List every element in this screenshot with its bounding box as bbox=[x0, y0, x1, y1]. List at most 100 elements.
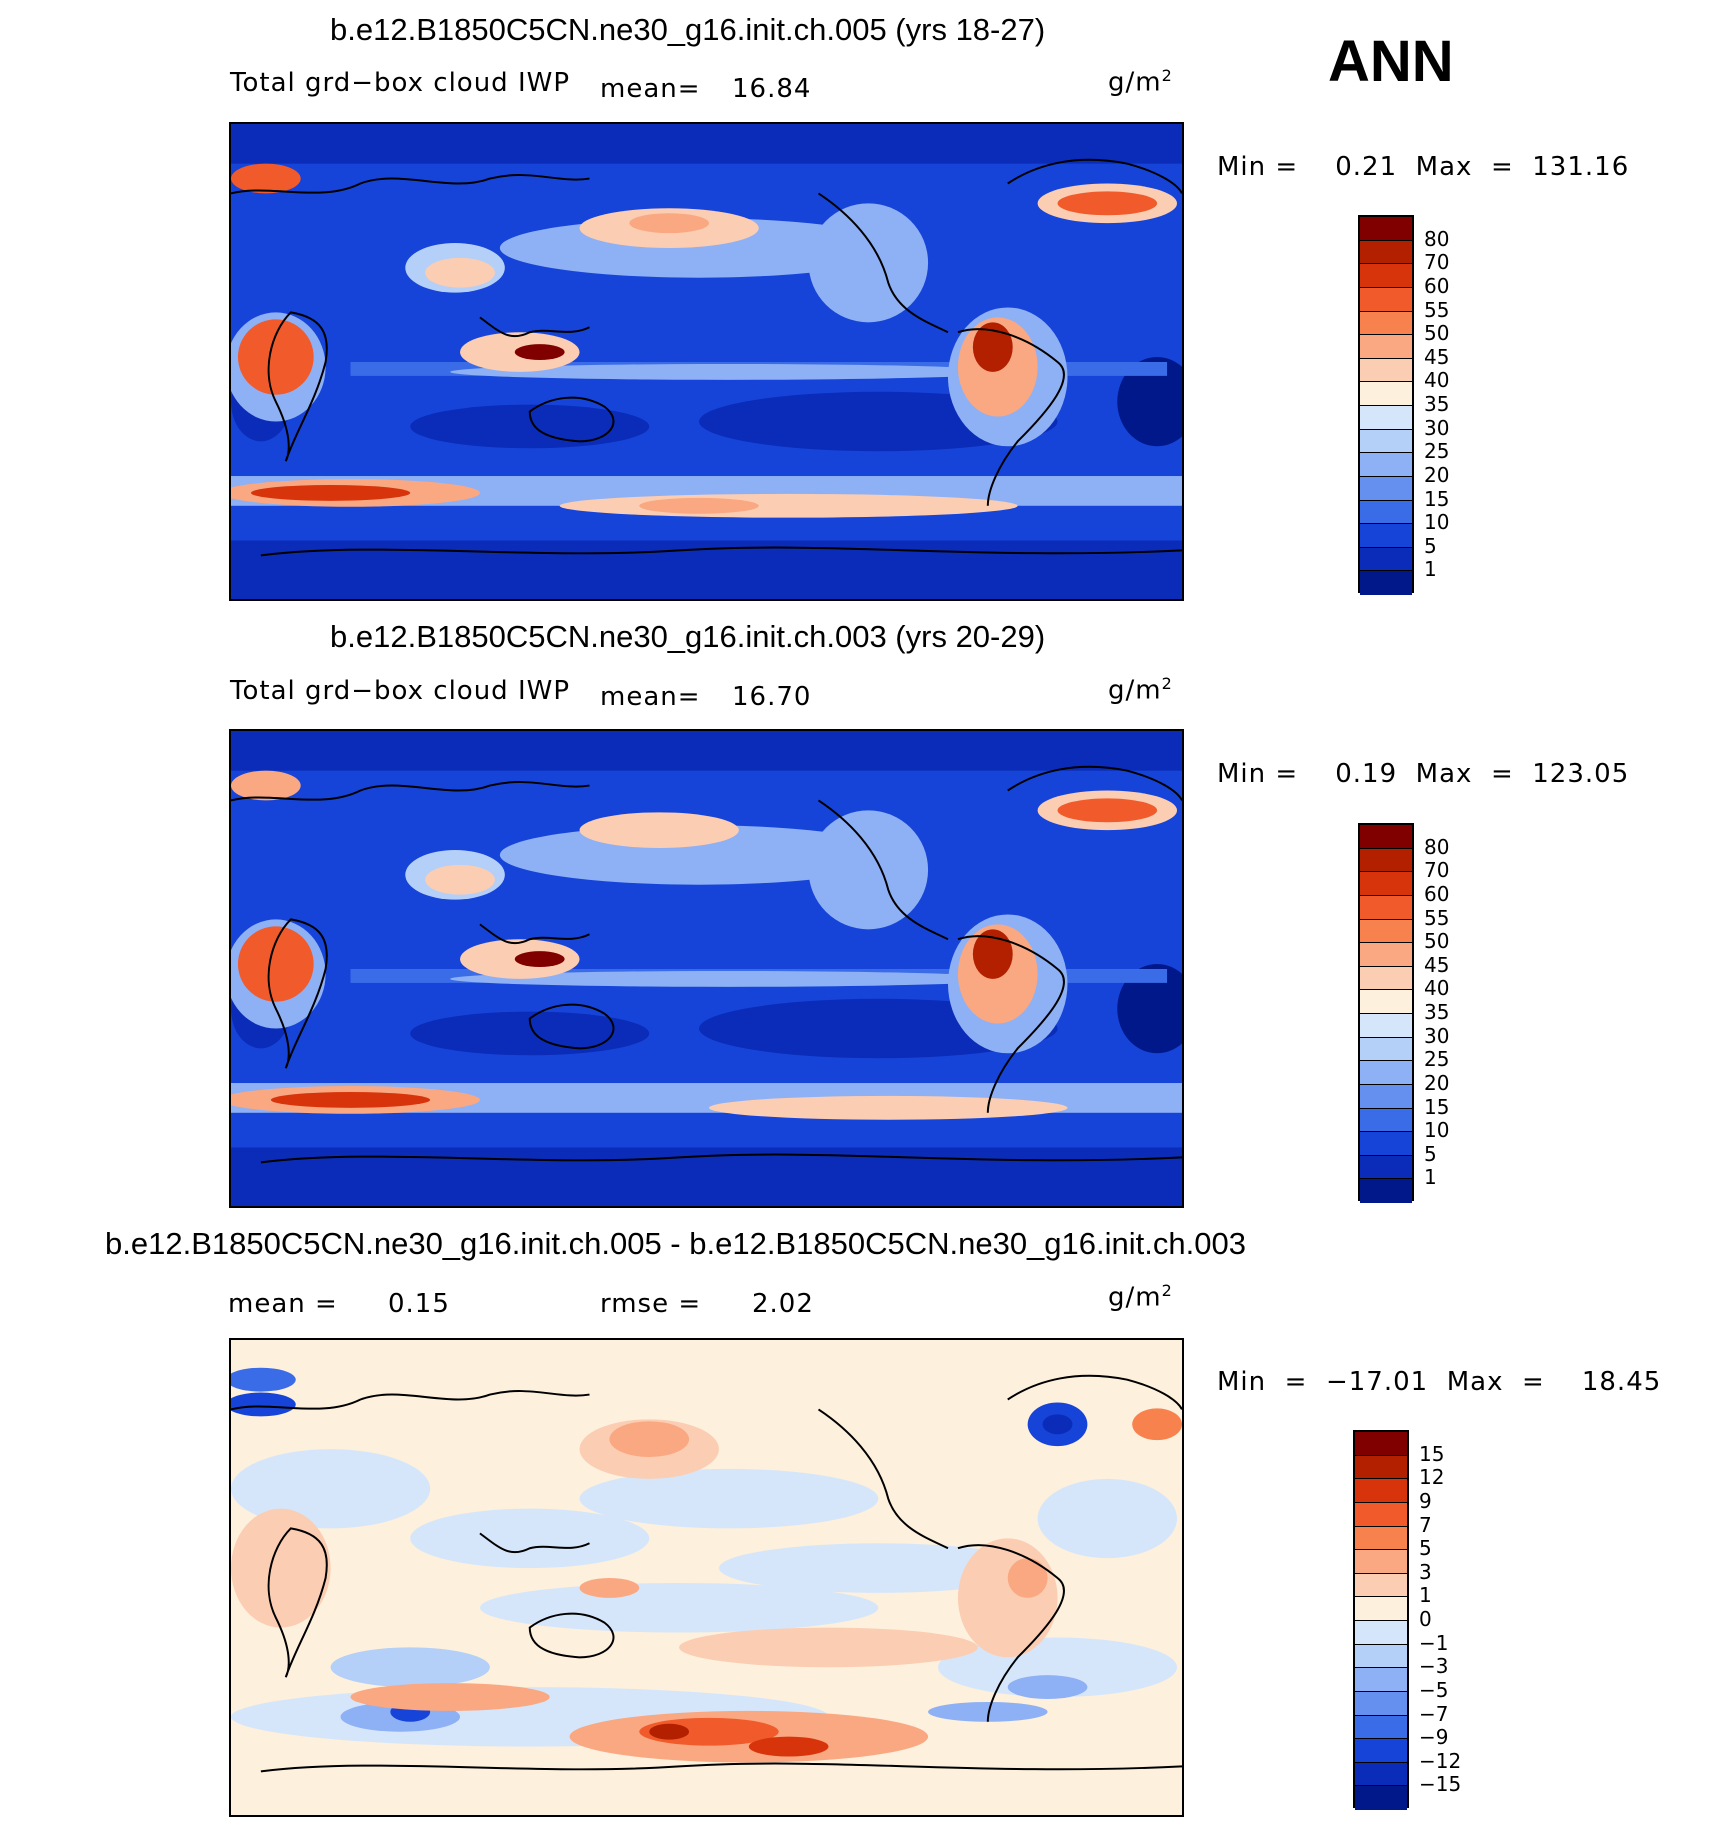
panel1-title: b.e12.B1850C5CN.ne30_g16.init.ch.005 (yr… bbox=[330, 12, 1046, 47]
colorbar-swatch bbox=[1360, 453, 1412, 477]
colorbar-swatch bbox=[1355, 1715, 1407, 1740]
colorbar-label: 10 bbox=[1424, 510, 1450, 535]
panel3-mean-text: mean = bbox=[228, 1289, 338, 1319]
colorbar-label: 9 bbox=[1419, 1488, 1432, 1513]
colorbar-swatch bbox=[1355, 1550, 1407, 1574]
colorbar-label: 50 bbox=[1424, 321, 1450, 346]
panel3-mean-value: 0.15 bbox=[388, 1289, 450, 1319]
panel1-mean-value: 16.84 bbox=[732, 74, 812, 104]
colorbar-swatch bbox=[1355, 1644, 1407, 1669]
colorbar-label: −1 bbox=[1419, 1630, 1449, 1655]
panel1-minmax: Min = 0.21 Max = 131.16 bbox=[1217, 152, 1630, 182]
colorbar-swatch bbox=[1360, 848, 1412, 873]
colorbar-swatch bbox=[1355, 1573, 1407, 1598]
colorbar-swatch bbox=[1360, 1132, 1412, 1156]
panel1-colorbar bbox=[1358, 215, 1414, 595]
colorbar-label: 1 bbox=[1419, 1583, 1432, 1608]
colorbar-label: −12 bbox=[1419, 1748, 1462, 1773]
colorbar-label: 12 bbox=[1419, 1465, 1445, 1490]
colorbar-label: 30 bbox=[1424, 415, 1450, 440]
colorbar-label: 25 bbox=[1424, 439, 1450, 464]
colorbar-swatch bbox=[1360, 1155, 1412, 1180]
colorbar-swatch bbox=[1360, 1037, 1412, 1062]
colorbar-swatch bbox=[1360, 406, 1412, 430]
colorbar-label: 40 bbox=[1424, 368, 1450, 393]
colorbar-swatch bbox=[1360, 895, 1412, 920]
colorbar-label: 15 bbox=[1424, 486, 1450, 511]
colorbar-swatch bbox=[1360, 335, 1412, 359]
colorbar-label: 45 bbox=[1424, 952, 1450, 977]
colorbar-swatch bbox=[1360, 1179, 1412, 1203]
panel2-title: b.e12.B1850C5CN.ne30_g16.init.ch.003 (yr… bbox=[330, 619, 1046, 654]
colorbar-label: 60 bbox=[1424, 881, 1450, 906]
colorbar-swatch bbox=[1360, 240, 1412, 265]
colorbar-swatch bbox=[1355, 1502, 1407, 1527]
colorbar-label: 7 bbox=[1419, 1512, 1432, 1537]
colorbar-swatch bbox=[1355, 1432, 1407, 1456]
colorbar-swatch bbox=[1360, 524, 1412, 548]
colorbar-swatch bbox=[1360, 547, 1412, 572]
colorbar-label: 70 bbox=[1424, 250, 1450, 275]
season-label: ANN bbox=[1328, 29, 1454, 94]
colorbar-label: 80 bbox=[1424, 226, 1450, 251]
colorbar-swatch bbox=[1360, 1084, 1412, 1109]
colorbar-label: 15 bbox=[1424, 1094, 1450, 1119]
colorbar-swatch bbox=[1360, 358, 1412, 383]
colorbar-swatch bbox=[1360, 919, 1412, 944]
colorbar-swatch bbox=[1360, 287, 1412, 312]
panel1-mean-text: mean= bbox=[600, 74, 701, 104]
colorbar-label: 1 bbox=[1424, 1165, 1437, 1190]
colorbar-swatch bbox=[1360, 476, 1412, 501]
colorbar-label: 50 bbox=[1424, 929, 1450, 954]
colorbar-label: 5 bbox=[1424, 533, 1437, 558]
colorbar-swatch bbox=[1355, 1479, 1407, 1503]
colorbar-swatch bbox=[1355, 1621, 1407, 1645]
colorbar-swatch bbox=[1360, 311, 1412, 336]
colorbar-swatch bbox=[1355, 1668, 1407, 1692]
panel3-minmax: Min = −17.01 Max = 18.45 bbox=[1217, 1367, 1662, 1397]
colorbar-label: 55 bbox=[1424, 297, 1450, 322]
colorbar-swatch bbox=[1360, 429, 1412, 454]
colorbar-label: 35 bbox=[1424, 392, 1450, 416]
colorbar-label: 20 bbox=[1424, 462, 1450, 487]
panel3-title: b.e12.B1850C5CN.ne30_g16.init.ch.005 - b… bbox=[105, 1226, 1246, 1261]
colorbar-label: 5 bbox=[1419, 1536, 1432, 1561]
colorbar-swatch bbox=[1360, 500, 1412, 525]
colorbar-label: 3 bbox=[1419, 1559, 1432, 1584]
panel3-units: g/m2 bbox=[1108, 1281, 1173, 1313]
panel3-colorbar bbox=[1353, 1430, 1409, 1810]
colorbar-swatch bbox=[1355, 1526, 1407, 1551]
colorbar-label: 40 bbox=[1424, 976, 1450, 1001]
panel2-minmax: Min = 0.19 Max = 123.05 bbox=[1217, 759, 1630, 789]
colorbar-label: 45 bbox=[1424, 344, 1450, 369]
colorbar-label: 80 bbox=[1424, 834, 1450, 859]
colorbar-swatch bbox=[1360, 1108, 1412, 1133]
colorbar-label: 15 bbox=[1419, 1441, 1445, 1466]
panel3-map bbox=[229, 1338, 1184, 1817]
panel2-mean-text: mean= bbox=[600, 682, 701, 712]
panel2-units: g/m2 bbox=[1108, 674, 1173, 706]
colorbar-label: −3 bbox=[1419, 1654, 1449, 1679]
colorbar-label: −7 bbox=[1419, 1701, 1449, 1726]
colorbar-swatch bbox=[1355, 1762, 1407, 1787]
panel1-map bbox=[229, 122, 1184, 601]
panel3-rmse-text: rmse = bbox=[600, 1289, 702, 1319]
panel2-var-label: Total grd−box cloud IWP bbox=[230, 676, 571, 706]
colorbar-swatch bbox=[1360, 571, 1412, 595]
colorbar-swatch bbox=[1360, 966, 1412, 991]
colorbar-swatch bbox=[1355, 1455, 1407, 1480]
colorbar-label: 55 bbox=[1424, 905, 1450, 930]
colorbar-swatch bbox=[1355, 1739, 1407, 1763]
colorbar-label: 30 bbox=[1424, 1023, 1450, 1048]
colorbar-swatch bbox=[1360, 825, 1412, 849]
panel2-map bbox=[229, 729, 1184, 1208]
panel1-units: g/m2 bbox=[1108, 66, 1173, 98]
panel2-colorbar bbox=[1358, 823, 1414, 1203]
colorbar-label: −5 bbox=[1419, 1677, 1449, 1702]
colorbar-label: −9 bbox=[1419, 1725, 1449, 1750]
colorbar-label: 10 bbox=[1424, 1118, 1450, 1143]
colorbar-label: 5 bbox=[1424, 1141, 1437, 1166]
colorbar-swatch bbox=[1360, 872, 1412, 896]
colorbar-swatch bbox=[1360, 217, 1412, 241]
colorbar-swatch bbox=[1360, 943, 1412, 967]
